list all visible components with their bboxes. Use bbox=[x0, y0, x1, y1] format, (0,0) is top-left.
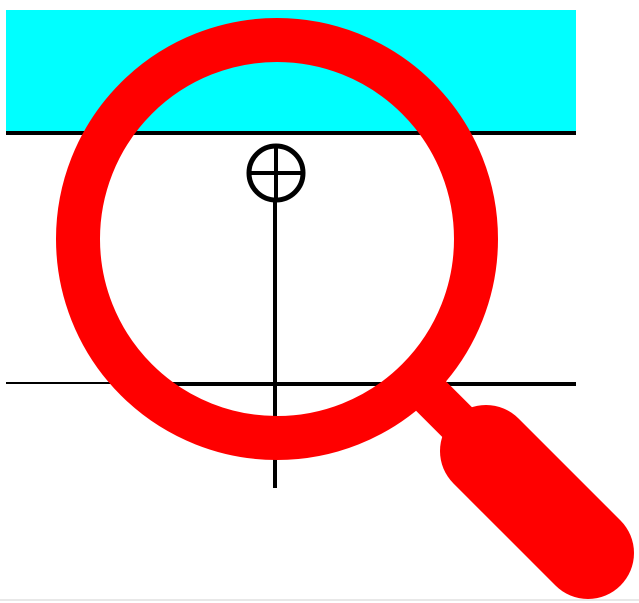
magnifier-ring bbox=[56, 18, 498, 460]
magnifying-glass-icon bbox=[56, 18, 634, 599]
crosshair-target-icon bbox=[246, 143, 306, 203]
magnifier-handle bbox=[440, 405, 634, 599]
